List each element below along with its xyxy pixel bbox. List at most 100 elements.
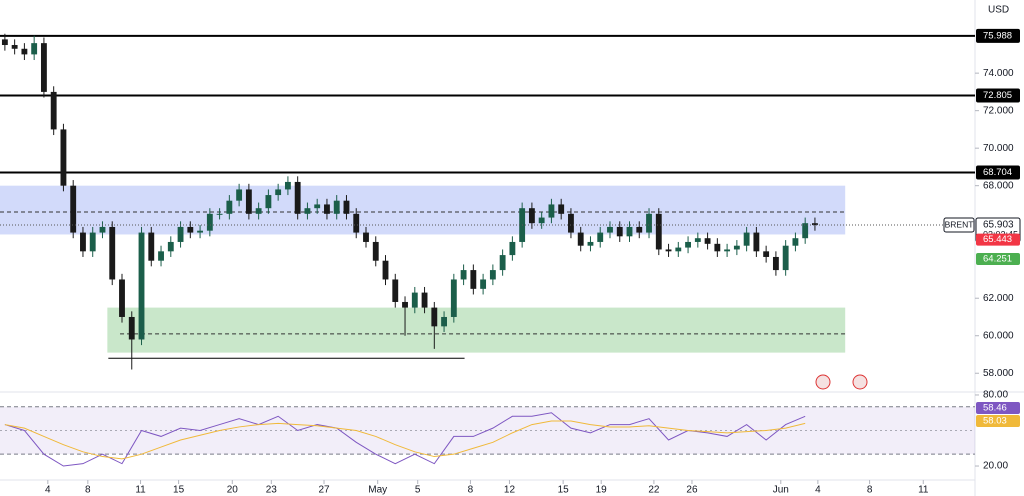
- candle-body: [665, 249, 672, 252]
- candle-body: [753, 232, 760, 252]
- candle-body: [528, 208, 535, 224]
- level-label: 75.988: [983, 30, 1012, 41]
- x-tick-label: 22: [648, 485, 660, 496]
- x-tick-label: 27: [318, 485, 330, 496]
- candle-body: [480, 279, 487, 289]
- candle-body: [782, 245, 789, 271]
- candle-body: [21, 48, 28, 55]
- y-tick-label: 72.000: [983, 105, 1014, 116]
- candle-body: [548, 204, 555, 218]
- event-icons[interactable]: [815, 374, 868, 390]
- y-tick-label: 70.000: [983, 143, 1014, 154]
- candle-body: [607, 226, 613, 233]
- stop-badge: [976, 233, 1020, 246]
- rsi-badge: [976, 402, 1020, 414]
- y-tick-label: 60.000: [983, 330, 1014, 341]
- x-tick-label: 20: [227, 485, 239, 496]
- last-price-label: 65.903: [983, 220, 1014, 231]
- candle-body: [675, 247, 682, 252]
- x-tick-label: 15: [173, 485, 185, 496]
- candle-body: [431, 307, 438, 327]
- candle-body: [304, 208, 311, 214]
- candle-body: [60, 129, 67, 186]
- candle-body: [275, 189, 282, 196]
- rsi-tick-label: 80.00: [983, 390, 1008, 401]
- rsi-line: [4, 420, 806, 460]
- candle-body: [353, 213, 360, 233]
- y-tick-label: 62.000: [983, 293, 1014, 304]
- candle-body: [421, 292, 428, 308]
- candle-body: [40, 43, 47, 92]
- candle-body: [587, 241, 594, 246]
- candle-body: [343, 200, 350, 214]
- candle-body: [568, 213, 574, 233]
- candle-body: [382, 260, 389, 280]
- candle-body: [314, 204, 321, 209]
- candle-body: [128, 316, 135, 340]
- candle-body: [11, 45, 18, 49]
- candle-body: [733, 245, 740, 250]
- candle-body: [187, 226, 194, 233]
- rsi-tick-label: 20.00: [983, 461, 1008, 472]
- candle-body: [197, 230, 204, 233]
- candle-body: [177, 226, 184, 242]
- event-icon[interactable]: [852, 374, 868, 390]
- stop-label: 64.251: [983, 254, 1012, 265]
- candle-body: [694, 238, 701, 242]
- x-tick-label: 12: [504, 485, 516, 496]
- level-badge: [976, 28, 1020, 43]
- y-tick-label: 74.000: [983, 68, 1014, 79]
- rsi-badge-label: 58.46: [983, 403, 1007, 414]
- candle-body: [148, 232, 155, 261]
- candle-body: [792, 238, 799, 246]
- candle-body: [1, 39, 8, 46]
- candle-body: [636, 226, 643, 233]
- candle-body: [119, 279, 125, 317]
- candle-body: [597, 232, 604, 242]
- candle-body: [470, 270, 477, 289]
- candle-body: [724, 249, 731, 252]
- candle-body: [363, 232, 369, 242]
- candle-body: [99, 226, 106, 233]
- candle-body: [499, 255, 506, 271]
- symbol-label: BRENT: [945, 219, 974, 229]
- level-label: 72.805: [983, 90, 1012, 101]
- x-tick-label: 23: [266, 485, 278, 496]
- candle-body: [812, 223, 818, 226]
- candle-body: [294, 181, 301, 214]
- stop-badge: [976, 253, 1020, 266]
- candle-body: [402, 301, 408, 308]
- event-icon[interactable]: [815, 374, 831, 390]
- candle-body: [245, 189, 252, 214]
- symbol-badge: [943, 217, 975, 233]
- candle-body: [89, 232, 96, 252]
- candle-body: [265, 195, 272, 209]
- candle-body: [460, 270, 467, 280]
- candle-body: [50, 91, 57, 130]
- candle-body: [70, 185, 77, 233]
- x-tick-label: 5: [415, 485, 421, 496]
- candle-body: [255, 208, 262, 214]
- level-badge: [976, 165, 1020, 180]
- candle-body: [324, 204, 330, 214]
- x-tick-label: 8: [468, 485, 474, 496]
- x-tick-label: 4: [45, 485, 51, 496]
- x-tick-label: 4: [815, 485, 821, 496]
- candle-body: [167, 241, 174, 252]
- candle-body: [392, 279, 399, 302]
- candle-body: [284, 181, 291, 190]
- currency: USD: [988, 5, 1009, 16]
- zone: [107, 307, 846, 353]
- candle-body: [236, 189, 243, 201]
- x-tick-label: May: [368, 485, 387, 496]
- candle-body: [685, 241, 691, 248]
- candle-body: [489, 270, 496, 280]
- level-label: 68.704: [983, 167, 1012, 178]
- candle-body: [538, 217, 545, 224]
- x-tick-label: 8: [85, 485, 91, 496]
- x-tick-label: 26: [686, 485, 698, 496]
- candle-body: [441, 316, 447, 327]
- y-tick-label: 68.000: [983, 180, 1014, 191]
- candle-body: [802, 223, 809, 239]
